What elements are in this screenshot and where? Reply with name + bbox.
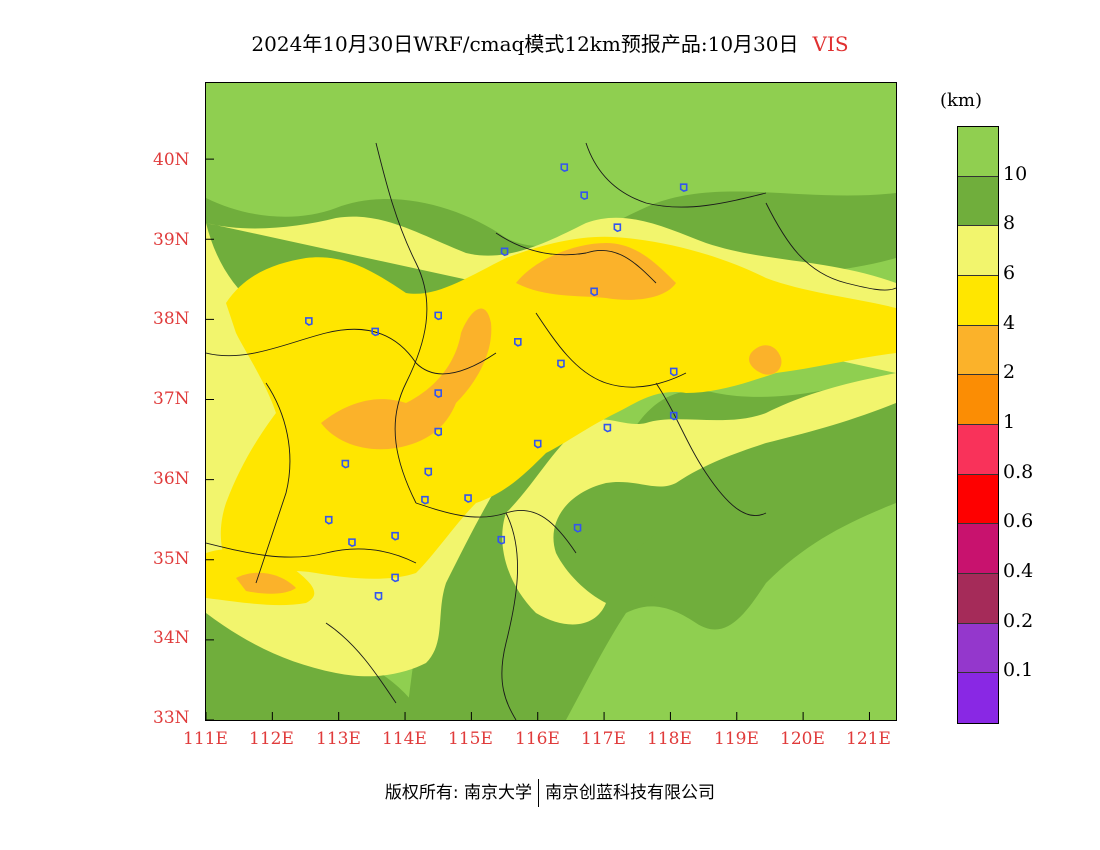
lon-tick-label: 114E xyxy=(382,729,427,749)
colorbar-swatch xyxy=(958,524,998,574)
lon-tick-label: 118E xyxy=(647,729,692,749)
vis-zone-4-6 xyxy=(220,236,896,579)
colorbar-label: 1 xyxy=(1003,411,1016,433)
city-marker xyxy=(324,515,333,525)
boundary-line xyxy=(255,382,291,584)
city-marker xyxy=(533,439,542,449)
city-marker xyxy=(434,427,443,437)
visibility-map xyxy=(205,82,897,721)
title-variable: VIS xyxy=(812,32,849,56)
city-marker xyxy=(500,247,509,257)
colorbar-swatch xyxy=(958,226,998,276)
colorbar-swatch xyxy=(958,474,998,525)
city-marker xyxy=(613,223,622,233)
city-marker xyxy=(603,423,612,433)
city-marker xyxy=(424,467,433,477)
boundary-line xyxy=(535,312,687,388)
city-marker xyxy=(305,317,313,326)
colorbar-swatch xyxy=(958,673,998,723)
city-marker xyxy=(590,287,598,297)
boundary-line xyxy=(655,382,767,517)
lat-tick-label: 39N xyxy=(153,230,190,250)
lat-tick-label: 38N xyxy=(153,309,190,329)
city-marker xyxy=(573,523,582,533)
boundary-line xyxy=(375,142,428,504)
city-marker xyxy=(371,327,379,337)
colorbar-swatch xyxy=(958,275,998,326)
lat-tick-label: 33N xyxy=(153,708,190,728)
boundary-line xyxy=(501,512,518,720)
boundary-line xyxy=(206,542,417,564)
lon-tick-label: 115E xyxy=(448,729,493,749)
vis-zone-2-4-north xyxy=(516,243,676,300)
boundary-line xyxy=(325,622,397,704)
city-marker xyxy=(497,535,506,545)
lon-tick-label: 119E xyxy=(714,729,759,749)
lon-tick-label: 116E xyxy=(515,729,560,749)
city-marker xyxy=(391,531,399,541)
footer: 版权所有: 南京大学 南京创蓝科技有限公司 xyxy=(0,778,1100,807)
lat-tick-label: 35N xyxy=(153,549,190,569)
map-canvas xyxy=(206,83,896,720)
colorbar-label: 10 xyxy=(1003,162,1028,185)
lon-tick-label: 111E xyxy=(183,729,228,749)
city-marker xyxy=(391,573,399,583)
colorbar-label: 6 xyxy=(1003,262,1016,284)
lat-tick-label: 40N xyxy=(153,150,190,170)
boundary-line xyxy=(765,202,896,291)
city-marker xyxy=(464,494,472,503)
city-marker xyxy=(679,183,688,193)
footer-copyright: 版权所有: 南京大学 xyxy=(384,783,533,803)
lat-tick-label: 37N xyxy=(153,389,190,409)
footer-separator xyxy=(538,779,540,807)
colorbar-label: 4 xyxy=(1003,311,1016,334)
city-marker xyxy=(669,411,678,421)
boundary-line xyxy=(495,232,657,284)
colorbar-swatch xyxy=(958,623,998,674)
colorbar-swatch xyxy=(958,375,998,425)
colorbar-unit: (km) xyxy=(940,90,983,111)
city-marker xyxy=(434,311,443,321)
city-marker xyxy=(580,191,588,201)
map-title: 2024年10月30日WRF/cmaq模式12km预报产品:10月30日 VIS xyxy=(0,28,1100,57)
colorbar-label: 0.4 xyxy=(1003,560,1034,582)
colorbar xyxy=(957,126,999,724)
vis-zone-2-4-west xyxy=(236,572,296,594)
city-marker xyxy=(514,338,522,347)
lon-tick-label: 113E xyxy=(316,729,361,749)
boundary-line xyxy=(206,328,497,375)
lat-tick-label: 34N xyxy=(153,628,190,648)
colorbar-swatch xyxy=(958,127,998,177)
colorbar-label: 0.2 xyxy=(1003,609,1034,632)
colorbar-label: 0.1 xyxy=(1003,659,1034,682)
colorbar-swatch xyxy=(958,325,998,376)
city-marker xyxy=(669,367,678,377)
vis-zone-2-4-east xyxy=(749,345,782,375)
lon-tick-label: 120E xyxy=(780,729,825,749)
title-main: 2024年10月30日WRF/cmaq模式12km预报产品:10月30日 xyxy=(251,32,799,56)
city-marker xyxy=(557,359,565,369)
vis-zone-8-10-east-patch xyxy=(626,515,764,611)
colorbar-swatch xyxy=(958,424,998,475)
colorbar-label: 2 xyxy=(1003,361,1016,384)
city-marker xyxy=(560,163,569,173)
lat-tick-label: 36N xyxy=(153,469,190,489)
vis-zone-2-4-central xyxy=(321,308,492,450)
city-marker xyxy=(434,389,443,398)
city-marker xyxy=(348,538,356,548)
footer-company: 南京创蓝科技有限公司 xyxy=(545,783,716,803)
colorbar-label: 0.6 xyxy=(1003,510,1034,533)
city-marker xyxy=(374,592,383,601)
lon-tick-label: 112E xyxy=(249,729,294,749)
colorbar-label: 0.8 xyxy=(1003,460,1034,483)
colorbar-swatch xyxy=(958,573,998,624)
city-marker xyxy=(421,495,429,505)
lon-tick-label: 121E xyxy=(846,729,891,749)
city-marker xyxy=(341,459,350,469)
colorbar-swatch xyxy=(958,176,998,227)
lon-tick-label: 117E xyxy=(581,729,626,749)
colorbar-label: 8 xyxy=(1003,212,1016,235)
boundary-line xyxy=(585,142,767,208)
